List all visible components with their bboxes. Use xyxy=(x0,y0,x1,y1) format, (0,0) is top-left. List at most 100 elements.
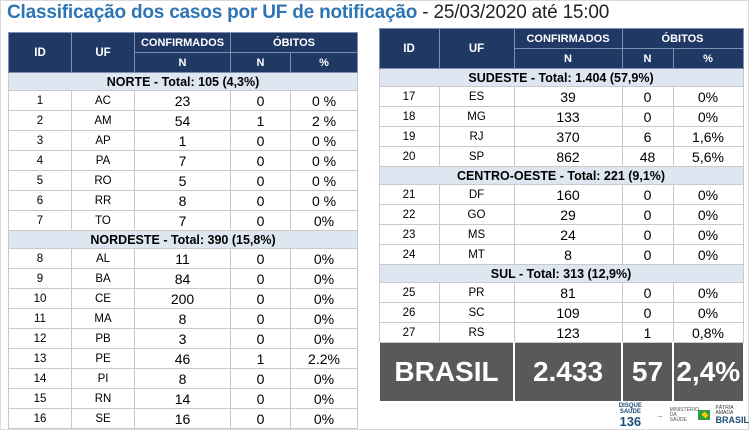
header-confirmados: CONFIRMADOS xyxy=(134,32,231,53)
cell-id: 2 xyxy=(8,110,72,131)
cell-confirmados: 123 xyxy=(513,322,623,343)
cell-obitos: 0 xyxy=(230,130,291,151)
region-label: NORTE - Total: 105 (4,3%) xyxy=(7,72,359,91)
cell-obitos: 0 xyxy=(621,86,674,107)
arrow-icon: → xyxy=(655,410,664,420)
table-row: 8 AL 11 0 0% xyxy=(8,248,359,269)
header-confirmados: CONFIRMADOS xyxy=(513,28,623,49)
cell-pct: 0% xyxy=(672,86,744,107)
region-header-row: NORDESTE - Total: 390 (15,8%) xyxy=(7,230,359,249)
cell-uf: AL xyxy=(71,248,135,269)
cell-uf: TO xyxy=(71,210,135,231)
cell-pct: 0 % xyxy=(289,90,359,111)
region-label: NORDESTE - Total: 390 (15,8%) xyxy=(7,230,359,249)
cell-pct: 0% xyxy=(289,388,359,409)
header-obitos-pct: % xyxy=(289,52,359,73)
cell-confirmados: 14 xyxy=(134,388,231,409)
brasil-pct: 2,4% xyxy=(671,342,744,402)
cell-uf: DF xyxy=(438,184,515,205)
region-header-row: CENTRO-OESTE - Total: 221 (9,1%) xyxy=(378,166,744,185)
region-header-row: SUL - Total: 313 (12,9%) xyxy=(378,264,744,283)
table-row: 7 TO 7 0 0% xyxy=(8,210,359,231)
title-main: Classificação dos casos por UF de notifi… xyxy=(7,2,418,23)
cell-confirmados: 109 xyxy=(513,302,623,323)
cell-uf: RS xyxy=(438,322,515,343)
cell-uf: SE xyxy=(71,408,135,429)
cell-pct: 0 % xyxy=(289,190,359,211)
cell-confirmados: 133 xyxy=(513,106,623,127)
cell-id: 13 xyxy=(8,348,72,369)
footer-logos: DISQUE SAÚDE 136 → MINISTÉRIO DA SAÚDE P… xyxy=(611,403,749,428)
cell-uf: RN xyxy=(71,388,135,409)
table-row: 2 AM 54 1 2 % xyxy=(8,110,359,131)
cell-confirmados: 8 xyxy=(134,308,231,329)
table-row: 5 RO 5 0 0 % xyxy=(8,170,359,191)
cell-id: 20 xyxy=(378,146,440,167)
cell-pct: 0 % xyxy=(289,150,359,171)
cell-uf: RR xyxy=(71,190,135,211)
cell-obitos: 0 xyxy=(230,170,291,191)
cell-id: 9 xyxy=(8,268,72,289)
cell-uf: GO xyxy=(438,204,515,225)
cell-confirmados: 200 xyxy=(134,288,231,309)
table-row: 14 PI 8 0 0% xyxy=(8,368,359,389)
disque-saude-logo: DISQUE SAÚDE 136 xyxy=(611,403,650,428)
cell-id: 19 xyxy=(378,126,440,147)
cell-pct: 0% xyxy=(289,408,359,429)
cell-id: 18 xyxy=(378,106,440,127)
brasil-obitos: 57 xyxy=(621,342,674,402)
header-id: ID xyxy=(8,32,72,73)
table-row: 13 PE 46 1 2.2% xyxy=(8,348,359,369)
cell-obitos: 0 xyxy=(230,90,291,111)
cell-pct: 5,6% xyxy=(672,146,744,167)
cell-confirmados: 84 xyxy=(134,268,231,289)
disque-label: DISQUE SAÚDE xyxy=(618,402,642,415)
cell-confirmados: 81 xyxy=(513,282,623,303)
cell-id: 10 xyxy=(8,288,72,309)
cell-obitos: 0 xyxy=(621,224,674,245)
gov-bottom: BRASIL xyxy=(715,414,749,425)
cell-uf: AM xyxy=(71,110,135,131)
header-conf-n: N xyxy=(513,48,623,69)
cell-obitos: 1 xyxy=(230,348,291,369)
cell-pct: 0% xyxy=(672,204,744,225)
header-obitos: ÓBITOS xyxy=(229,32,359,53)
table-row: 6 RR 8 0 0 % xyxy=(8,190,359,211)
table-row: 27 RS 123 1 0,8% xyxy=(378,322,744,343)
page-title: Classificação dos casos por UF de notifi… xyxy=(7,2,609,24)
brasil-confirmados: 2.433 xyxy=(513,342,623,402)
cell-confirmados: 5 xyxy=(134,170,231,191)
cell-confirmados: 8 xyxy=(134,190,231,211)
cell-obitos: 0 xyxy=(230,288,291,309)
cell-confirmados: 370 xyxy=(513,126,623,147)
table-row: 12 PB 3 0 0% xyxy=(8,328,359,349)
cell-obitos: 1 xyxy=(230,110,291,131)
cell-obitos: 6 xyxy=(621,126,674,147)
cell-uf: SP xyxy=(438,146,515,167)
table-row: 11 MA 8 0 0% xyxy=(8,308,359,329)
cell-confirmados: 8 xyxy=(134,368,231,389)
table-row: 4 PA 7 0 0 % xyxy=(8,150,359,171)
cell-pct: 0% xyxy=(289,368,359,389)
table-row: 16 SE 16 0 0% xyxy=(8,408,359,429)
cell-uf: MT xyxy=(438,244,515,265)
cell-confirmados: 160 xyxy=(513,184,623,205)
cell-pct: 1,6% xyxy=(672,126,744,147)
cell-confirmados: 7 xyxy=(134,150,231,171)
cell-uf: CE xyxy=(71,288,135,309)
cell-id: 25 xyxy=(378,282,440,303)
cell-uf: PE xyxy=(71,348,135,369)
cell-confirmados: 23 xyxy=(134,90,231,111)
cell-uf: AP xyxy=(71,130,135,151)
table-row: 23 MS 24 0 0% xyxy=(378,224,744,245)
cell-pct: 0% xyxy=(672,224,744,245)
cell-pct: 0% xyxy=(289,328,359,349)
cell-obitos: 0 xyxy=(621,204,674,225)
header-obitos-n: N xyxy=(230,52,291,73)
cell-confirmados: 46 xyxy=(134,348,231,369)
cell-obitos: 0 xyxy=(621,106,674,127)
gov-top: PÁTRIA AMADA xyxy=(715,404,734,416)
cell-uf: MA xyxy=(71,308,135,329)
cell-pct: 0 % xyxy=(289,130,359,151)
table-row: 22 GO 29 0 0% xyxy=(378,204,744,225)
